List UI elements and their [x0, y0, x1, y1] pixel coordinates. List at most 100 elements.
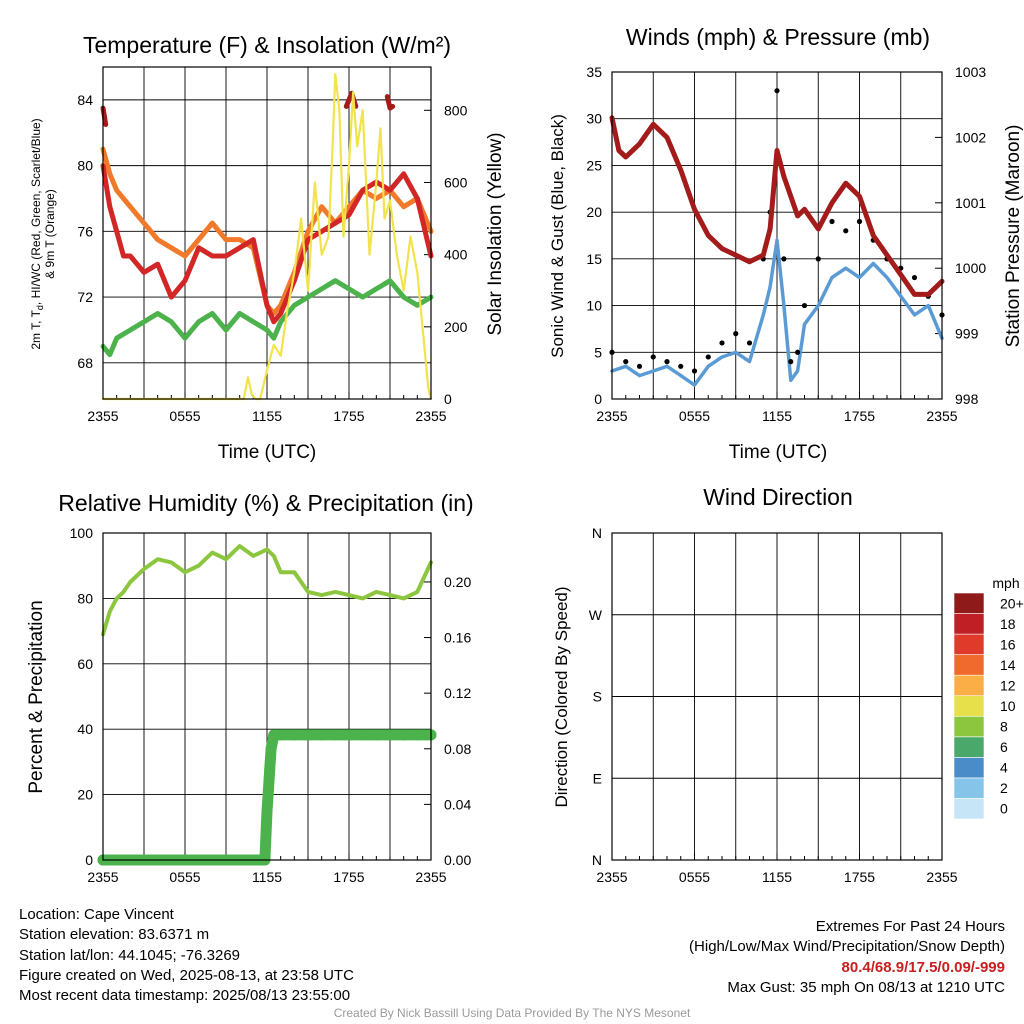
- temperature-y-tick-label-right: 800: [444, 102, 468, 118]
- direction-y-tick-label-left: E: [593, 770, 602, 786]
- temperature-ylabel-left: 2m T, Td, HI/WC (Red, Green, Scarlet/Blu…: [29, 118, 45, 349]
- temperature-ylabel-right: Solar Insolation (Yellow): [485, 132, 506, 335]
- precipitation-line: [97, 729, 437, 866]
- direction-y-tick-label-left: S: [593, 689, 602, 705]
- colorbar-swatch: [953, 592, 985, 614]
- temperature-x-tick-label: 1155: [252, 408, 282, 424]
- heat-index-line: [384, 94, 396, 111]
- winds-x-tick-label: 1755: [844, 408, 875, 424]
- winds-x-tick-label: 2355: [596, 408, 627, 424]
- station-elevation: Station elevation: 83.6371 m: [19, 926, 210, 944]
- recent-data-timestamp: Most recent data timestamp: 2025/08/13 2…: [19, 987, 351, 1005]
- humidity-y-tick-label-right: 0.00: [444, 852, 471, 868]
- temperature-x-tick-label: 2355: [87, 408, 118, 424]
- direction-x-tick-label: 2355: [926, 869, 957, 885]
- wind-gust-point: [650, 354, 656, 360]
- direction-y-tick-label-left: N: [592, 852, 602, 868]
- temperature-y-tick-label-left: 84: [77, 92, 93, 108]
- extremes-box: Extremes For Past 24 Hours (High/Low/Max…: [689, 917, 1005, 998]
- colorbar-swatch: [953, 715, 985, 738]
- colorbar-label: 12: [1000, 677, 1016, 693]
- humidity-plot-frame: [102, 532, 432, 861]
- winds-plot-frame: [611, 71, 943, 400]
- colorbar-label: 4: [1000, 760, 1008, 776]
- humidity-y-tick-label-left: 0: [85, 852, 93, 868]
- colorbar-label: 14: [1000, 657, 1016, 673]
- humidity-y-tick-label-right: 0.12: [444, 685, 471, 701]
- wind-gust-point: [719, 340, 725, 346]
- wind-gust-point: [781, 256, 787, 262]
- temperature-x-tick-label: 2355: [415, 408, 446, 424]
- winds-y-tick-label-right: 1003: [955, 64, 986, 80]
- winds-ylabel-right: Station Pressure (Maroon): [1003, 125, 1024, 348]
- direction-y-tick-label-left: W: [589, 607, 603, 623]
- temperature-xlabel: Time (UTC): [218, 442, 317, 463]
- direction-x-tick-label: 1755: [844, 869, 875, 885]
- temperature-y-tick-label-right: 600: [444, 174, 468, 190]
- winds-y-tick-label-left: 30: [586, 111, 602, 127]
- max-gust: Max Gust: 35 mph On 08/13 at 1210 UTC: [727, 978, 1005, 996]
- winds-y-tick-label-right: 1001: [955, 195, 986, 211]
- colorbar-swatch: [953, 613, 985, 635]
- temperature-ylabel-left-line2: & 9m T (Orange): [43, 189, 57, 279]
- temperature-panel-title: Temperature (F) & Insolation (W/m²): [83, 32, 451, 58]
- winds-y-tick-label-right: 1002: [955, 129, 986, 145]
- relative-humidity-line: [101, 544, 433, 637]
- colorbar-label: 16: [1000, 636, 1016, 652]
- colorbar-label: 2: [1000, 780, 1008, 796]
- winds-y-tick-label-left: 10: [586, 298, 602, 314]
- wind-gust-point: [664, 359, 670, 365]
- wind-gust-point: [788, 359, 794, 365]
- direction-panel-title: Wind Direction: [703, 484, 853, 510]
- colorbar-label: 10: [1000, 698, 1016, 714]
- humidity-y-tick-label-right: 0.08: [444, 741, 471, 757]
- winds-y-tick-label-left: 15: [586, 251, 602, 267]
- temperature-y-tick-label-right: 400: [444, 247, 468, 263]
- winds-panel-title: Winds (mph) & Pressure (mb): [626, 24, 930, 50]
- temperature-y-tick-label-right: 200: [444, 319, 468, 335]
- wind-gust-point: [705, 354, 711, 360]
- direction-ylabel-left: Direction (Colored By Speed): [552, 586, 571, 807]
- winds-y-tick-label-right: 998: [955, 391, 979, 407]
- humidity-ylabel-left: Percent & Precipitation: [26, 600, 47, 793]
- temperature-y-tick-label-left: 68: [77, 355, 93, 371]
- wind-gust-point: [815, 256, 821, 262]
- station-latlon: Station lat/lon: 44.1045; -76.3269: [19, 946, 241, 964]
- winds-x-tick-label: 1155: [762, 408, 792, 424]
- direction-plot-frame: [611, 532, 943, 861]
- temperature-y-tick-label-right: 0: [444, 391, 452, 407]
- 2m-temperature-line: [100, 163, 434, 325]
- colorbar-swatch: [953, 736, 985, 758]
- wind-gust-point: [911, 274, 918, 281]
- wind-gust-point: [678, 363, 684, 369]
- solar-insolation-line: [101, 73, 433, 401]
- humidity-x-tick-label: 0555: [169, 869, 200, 885]
- temperature-x-tick-label: 1755: [333, 408, 364, 424]
- humidity-panel-title: Relative Humidity (%) & Precipitation (i…: [58, 490, 473, 516]
- winds-y-tick-label-left: 20: [586, 204, 602, 220]
- figure-created: Figure created on Wed, 2025-08-13, at 23…: [19, 966, 354, 984]
- colorbar-label: 18: [1000, 616, 1016, 632]
- temperature-plot-frame: [102, 66, 432, 400]
- winds-y-tick-label-left: 0: [594, 391, 602, 407]
- wind-gust-point: [829, 218, 835, 225]
- colorbar-swatch: [953, 633, 985, 655]
- temperature-y-tick-label-left: 76: [77, 223, 93, 239]
- winds-y-tick-label-right: 999: [955, 326, 979, 342]
- colorbar-title: mph: [992, 575, 1019, 591]
- colorbar-swatch: [953, 798, 985, 820]
- wind-gust-point: [733, 331, 739, 337]
- wind-gust-point: [636, 363, 643, 369]
- humidity-x-tick-label: 2355: [415, 869, 446, 885]
- humidity-x-tick-label: 2355: [87, 869, 118, 885]
- extremes-title: Extremes For Past 24 Hours: [815, 918, 1005, 935]
- humidity-y-tick-label-left: 20: [77, 787, 93, 803]
- sonic-wind-line: [610, 238, 944, 387]
- wind-gust-point: [856, 218, 863, 225]
- colorbar-swatch: [953, 654, 985, 676]
- winds-x-tick-label: 2355: [926, 408, 957, 424]
- colorbar-swatch: [953, 695, 985, 717]
- humidity-y-tick-label-right: 0.20: [444, 574, 471, 590]
- humidity-y-tick-label-right: 0.16: [444, 630, 471, 646]
